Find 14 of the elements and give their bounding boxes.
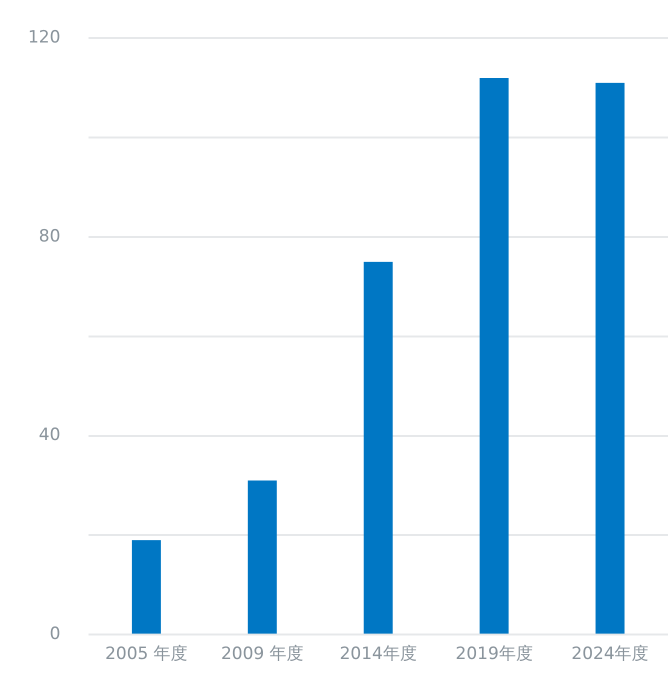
- x-tick-label: 2019年度: [456, 644, 533, 664]
- x-tick-label: 2014年度: [340, 644, 417, 664]
- y-tick-label: 0: [50, 624, 60, 644]
- bar: [364, 262, 393, 634]
- y-tick-label: 40: [38, 425, 60, 446]
- bar: [596, 82, 625, 634]
- x-tick-label: 2005 年度: [105, 644, 188, 664]
- bar: [248, 480, 277, 634]
- bar: [480, 78, 509, 634]
- bar: [132, 540, 161, 634]
- x-tick-label: 2009 年度: [220, 644, 304, 664]
- y-tick-label: 80: [38, 226, 60, 246]
- y-tick-label: 120: [28, 28, 60, 48]
- x-tick-label: 2024年度: [571, 644, 649, 664]
